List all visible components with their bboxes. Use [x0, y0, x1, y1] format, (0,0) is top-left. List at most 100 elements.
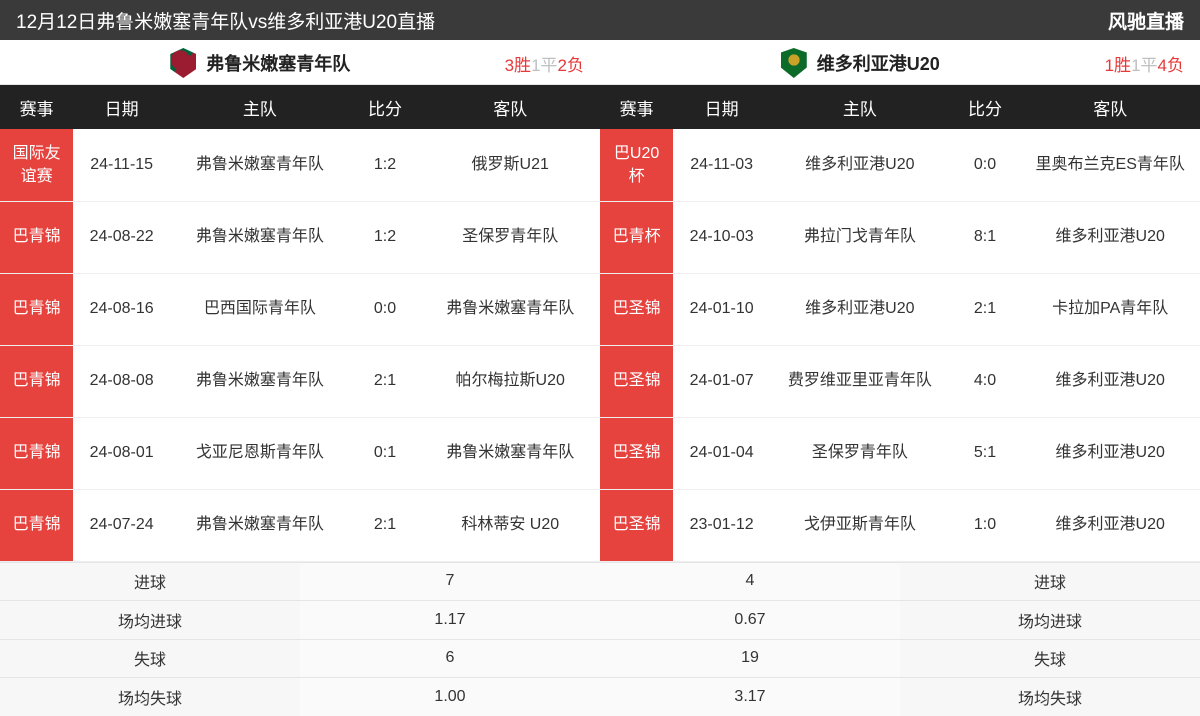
away-team-cell: 维多利亚港U20: [1020, 489, 1200, 561]
record-win: 1胜: [1105, 56, 1131, 75]
col-away: 客队: [1020, 85, 1200, 129]
col-score: 比分: [950, 85, 1021, 129]
right-team-name: 维多利亚港U20: [817, 50, 940, 76]
date-cell: 24-01-04: [673, 417, 770, 489]
goals-label: 进球: [0, 562, 300, 601]
date-cell: 24-08-01: [73, 417, 170, 489]
competition-cell: 国际友谊赛: [0, 129, 73, 201]
summary-labels: 进球 场均进球 失球 场均失球: [0, 562, 300, 716]
avg-goals-value: 1.17: [300, 600, 600, 639]
competition-cell: 巴U20杯: [600, 129, 673, 201]
competition-cell: 巴圣锦: [600, 489, 673, 561]
left-team-header: 弗鲁米嫩塞青年队 3胜1平2负: [0, 40, 600, 85]
competition-cell: 巴青锦: [0, 345, 73, 417]
score-cell: 2:1: [350, 345, 421, 417]
home-team-cell: 戈伊亚斯青年队: [770, 489, 950, 561]
away-team-cell: 弗鲁米嫩塞青年队: [420, 417, 600, 489]
conceded-label: 失球: [900, 639, 1200, 678]
table-header-row: 赛事 日期 主队 比分 客队: [0, 85, 600, 129]
date-cell: 24-08-22: [73, 201, 170, 273]
table-row[interactable]: 巴青杯24-10-03弗拉门戈青年队8:1维多利亚港U20: [600, 201, 1200, 273]
home-team-cell: 弗鲁米嫩塞青年队: [170, 129, 350, 201]
away-team-cell: 维多利亚港U20: [1020, 201, 1200, 273]
date-cell: 24-01-10: [673, 273, 770, 345]
competition-cell: 巴青杯: [600, 201, 673, 273]
away-team-cell: 圣保罗青年队: [420, 201, 600, 273]
table-row[interactable]: 巴青锦24-08-16巴西国际青年队0:0弗鲁米嫩塞青年队: [0, 273, 600, 345]
home-team-cell: 维多利亚港U20: [770, 129, 950, 201]
left-team-record: 3胜1平2负: [505, 51, 584, 76]
table-row[interactable]: 巴圣锦24-01-04圣保罗青年队5:1维多利亚港U20: [600, 417, 1200, 489]
home-team-cell: 弗鲁米嫩塞青年队: [170, 489, 350, 561]
left-panel: 弗鲁米嫩塞青年队 3胜1平2负 赛事 日期 主队 比分 客队 国际友谊赛24-1…: [0, 40, 600, 675]
right-team-info: 维多利亚港U20: [616, 48, 1105, 78]
away-team-cell: 卡拉加PA青年队: [1020, 273, 1200, 345]
page-title: 12月12日弗鲁米嫩塞青年队vs维多利亚港U20直播: [16, 7, 435, 34]
table-row[interactable]: 巴青锦24-08-01戈亚尼恩斯青年队0:1弗鲁米嫩塞青年队: [0, 417, 600, 489]
col-home: 主队: [770, 85, 950, 129]
table-row[interactable]: 巴青锦24-08-08弗鲁米嫩塞青年队2:1帕尔梅拉斯U20: [0, 345, 600, 417]
home-team-cell: 弗鲁米嫩塞青年队: [170, 345, 350, 417]
col-score: 比分: [350, 85, 421, 129]
date-cell: 24-08-16: [73, 273, 170, 345]
date-cell: 23-01-12: [673, 489, 770, 561]
competition-cell: 巴青锦: [0, 489, 73, 561]
score-cell: 0:0: [950, 129, 1021, 201]
home-team-cell: 弗鲁米嫩塞青年队: [170, 201, 350, 273]
home-team-cell: 巴西国际青年队: [170, 273, 350, 345]
date-cell: 24-08-08: [73, 345, 170, 417]
brand-name: 风驰直播: [1108, 7, 1184, 34]
table-row[interactable]: 国际友谊赛24-11-15弗鲁米嫩塞青年队1:2俄罗斯U21: [0, 129, 600, 201]
competition-cell: 巴青锦: [0, 201, 73, 273]
avg-goals-label: 场均进球: [900, 600, 1200, 639]
left-team-name: 弗鲁米嫩塞青年队: [206, 50, 350, 76]
date-cell: 24-10-03: [673, 201, 770, 273]
avg-goals-value: 0.67: [600, 600, 900, 639]
col-date: 日期: [73, 85, 170, 129]
avg-conceded-value: 1.00: [300, 677, 600, 716]
goals-label: 进球: [900, 562, 1200, 601]
table-row[interactable]: 巴U20杯24-11-03维多利亚港U200:0里奥布兰克ES青年队: [600, 129, 1200, 201]
right-panel: 维多利亚港U20 1胜1平4负 赛事 日期 主队 比分 客队 巴U20杯24-1…: [600, 40, 1200, 675]
competition-cell: 巴青锦: [0, 273, 73, 345]
table-row[interactable]: 巴青锦24-08-22弗鲁米嫩塞青年队1:2圣保罗青年队: [0, 201, 600, 273]
summary-labels: 进球 场均进球 失球 场均失球: [900, 562, 1200, 716]
main-content: 弗鲁米嫩塞青年队 3胜1平2负 赛事 日期 主队 比分 客队 国际友谊赛24-1…: [0, 40, 1200, 675]
col-home: 主队: [170, 85, 350, 129]
away-team-cell: 维多利亚港U20: [1020, 417, 1200, 489]
record-loss: 4负: [1158, 56, 1184, 75]
table-row[interactable]: 巴青锦24-07-24弗鲁米嫩塞青年队2:1科林蒂安 U20: [0, 489, 600, 561]
away-team-cell: 弗鲁米嫩塞青年队: [420, 273, 600, 345]
home-team-cell: 戈亚尼恩斯青年队: [170, 417, 350, 489]
right-team-header: 维多利亚港U20 1胜1平4负: [600, 40, 1200, 85]
table-row[interactable]: 巴圣锦24-01-10维多利亚港U202:1卡拉加PA青年队: [600, 273, 1200, 345]
conceded-label: 失球: [0, 639, 300, 678]
table-row[interactable]: 巴圣锦24-01-07费罗维亚里亚青年队4:0维多利亚港U20: [600, 345, 1200, 417]
fluminense-logo-icon: [170, 48, 196, 78]
competition-cell: 巴圣锦: [600, 345, 673, 417]
score-cell: 1:0: [950, 489, 1021, 561]
record-draw: 1平: [1131, 56, 1157, 75]
score-cell: 1:2: [350, 201, 421, 273]
record-draw: 1平: [531, 56, 557, 75]
score-cell: 2:1: [350, 489, 421, 561]
record-win: 3胜: [505, 56, 531, 75]
competition-cell: 巴圣锦: [600, 417, 673, 489]
home-team-cell: 圣保罗青年队: [770, 417, 950, 489]
col-comp: 赛事: [600, 85, 673, 129]
away-team-cell: 帕尔梅拉斯U20: [420, 345, 600, 417]
home-team-cell: 费罗维亚里亚青年队: [770, 345, 950, 417]
competition-cell: 巴圣锦: [600, 273, 673, 345]
left-team-info: 弗鲁米嫩塞青年队: [16, 48, 505, 78]
page-header: 12月12日弗鲁米嫩塞青年队vs维多利亚港U20直播 风驰直播: [0, 0, 1200, 40]
away-team-cell: 科林蒂安 U20: [420, 489, 600, 561]
right-team-record: 1胜1平4负: [1105, 51, 1184, 76]
date-cell: 24-11-03: [673, 129, 770, 201]
date-cell: 24-11-15: [73, 129, 170, 201]
away-team-cell: 俄罗斯U21: [420, 129, 600, 201]
goals-value: 7: [300, 562, 600, 601]
conceded-value: 6: [300, 639, 600, 678]
table-row[interactable]: 巴圣锦23-01-12戈伊亚斯青年队1:0维多利亚港U20: [600, 489, 1200, 561]
home-team-cell: 维多利亚港U20: [770, 273, 950, 345]
col-away: 客队: [420, 85, 600, 129]
